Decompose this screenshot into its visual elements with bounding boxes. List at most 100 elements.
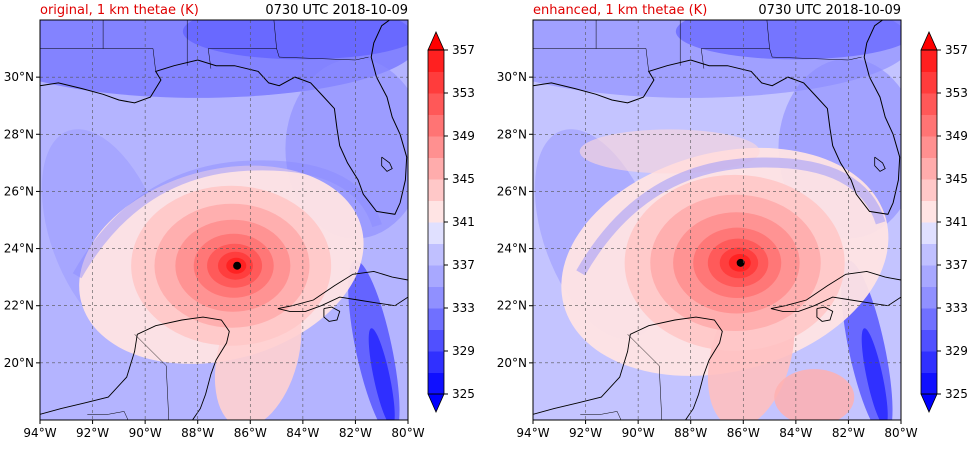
cuba-coastline [277, 270, 408, 312]
right-panel-title: enhanced, 1 km thetae (K) [533, 3, 708, 18]
colorbar-tick-label: 357 [945, 43, 968, 57]
lon-tick-label: 86°W [727, 426, 760, 440]
state-border [103, 48, 156, 72]
colorbar-tick-label: 337 [945, 258, 968, 272]
lon-tick-label: 90°W [622, 426, 655, 440]
colorbar-tick-label: 329 [452, 344, 475, 358]
colorbar-tick-label: 337 [452, 258, 475, 272]
lat-tick-label: 22°N [497, 299, 527, 313]
colorbar-segment [921, 308, 937, 330]
lat-tick-label: 24°N [4, 242, 34, 256]
lat-tick-label: 30°N [497, 70, 527, 84]
lon-tick-label: 86°W [234, 426, 267, 440]
lon-tick-label: 82°W [339, 426, 372, 440]
north-warm-speckle [579, 129, 760, 174]
lat-tick-label: 26°N [4, 184, 34, 198]
colorbar-segment [921, 329, 937, 352]
colorbar-tick-label: 325 [945, 387, 968, 401]
colorbar-segment [428, 308, 444, 330]
north-deep-blue-region [675, 20, 901, 60]
colorbar-tick-label: 345 [945, 172, 968, 186]
colorbar-segment [428, 136, 444, 158]
lat-tick-label: 28°N [497, 127, 527, 141]
country-border [580, 411, 622, 420]
colorbar-segment [428, 351, 444, 373]
lat-tick-label: 20°N [4, 356, 34, 370]
left-panel-title: original, 1 km thetae (K) [40, 3, 199, 18]
lake-okeechobee [874, 156, 886, 172]
left-panel: original, 1 km thetae (K) 0730 UTC 2018-… [4, 3, 475, 440]
colorbar-segment [921, 179, 937, 201]
lat-tick-label: 30°N [4, 70, 34, 84]
lon-tick-label: 94°W [516, 426, 549, 440]
state-border [207, 20, 277, 69]
country-border [87, 411, 129, 420]
storm-eye [233, 261, 242, 270]
lon-tick-label: 84°W [286, 426, 319, 440]
colorbar-tick-label: 329 [945, 344, 968, 358]
lon-tick-label: 84°W [779, 426, 812, 440]
colorbar-tick-label: 345 [452, 172, 475, 186]
colorbar-tick-label: 333 [945, 301, 968, 315]
thetae-field [40, 20, 408, 420]
lon-tick-label: 88°W [674, 426, 707, 440]
colorbar-segment [428, 71, 444, 94]
colorbar-segment [921, 265, 937, 287]
state-border [769, 48, 862, 61]
colorbar-segment [921, 136, 937, 158]
map-frame [532, 19, 902, 421]
north-deep-blue-region [182, 20, 408, 60]
state-border [276, 48, 369, 61]
colorbar-over-arrow [920, 31, 938, 51]
lon-tick-label: 88°W [181, 426, 214, 440]
lon-tick-label: 94°W [23, 426, 56, 440]
yucatan-coastline [533, 316, 723, 420]
colorbar-segment [428, 243, 444, 266]
lat-tick-label: 24°N [497, 242, 527, 256]
colorbar-segment [921, 372, 937, 395]
southeast-warm-area [774, 369, 855, 420]
colorbar-segment [428, 372, 444, 395]
thetae-field [533, 20, 901, 420]
lat-tick-label: 20°N [497, 356, 527, 370]
lon-tick-label: 82°W [832, 426, 865, 440]
colorbar-tick-label: 341 [945, 215, 968, 229]
left-panel-time: 0730 UTC 2018-10-09 [265, 3, 408, 18]
lon-tick-label: 92°W [76, 426, 109, 440]
colorbar-segment [921, 114, 937, 137]
colorbar-segment [921, 71, 937, 94]
colorbar-tick-label: 349 [452, 129, 475, 143]
colorbar-tick-label: 353 [452, 86, 475, 100]
colorbar-segment [921, 351, 937, 373]
colorbar-segment [428, 265, 444, 287]
us-coastline [40, 20, 408, 215]
colorbar-segment [428, 179, 444, 201]
yucatan-coastline [40, 316, 230, 420]
colorbar-tick-label: 333 [452, 301, 475, 315]
colorbar-tick-label: 341 [452, 215, 475, 229]
lat-tick-label: 26°N [497, 184, 527, 198]
cuba-coastline [770, 270, 901, 312]
colorbar-segment [428, 222, 444, 244]
colorbar-segment [921, 222, 937, 244]
colorbar-segment [428, 286, 444, 309]
colorbar-tick-label: 325 [452, 387, 475, 401]
left-map: 94°W 92°W 90°W 88°W 86°W 84°W 82°W 80°W 20°N 22°N… [4, 19, 475, 440]
lon-tick-label: 90°W [129, 426, 162, 440]
colorbar-segment [428, 50, 444, 72]
colorbar-tick-label: 353 [945, 86, 968, 100]
east-dry-core [368, 328, 395, 420]
lat-tick-label: 28°N [4, 127, 34, 141]
colorbar-segment [428, 200, 444, 223]
colorbar-segment [428, 157, 444, 180]
colorbar-segment [921, 157, 937, 180]
lat-tick-label: 22°N [4, 299, 34, 313]
lon-tick-label: 80°W [391, 426, 424, 440]
colorbar-segment [428, 93, 444, 115]
us-coastline [533, 20, 901, 215]
state-border [700, 20, 770, 69]
colorbar-segment [921, 200, 937, 223]
right-panel-time: 0730 UTC 2018-10-09 [758, 3, 901, 18]
lon-tick-label: 92°W [569, 426, 602, 440]
